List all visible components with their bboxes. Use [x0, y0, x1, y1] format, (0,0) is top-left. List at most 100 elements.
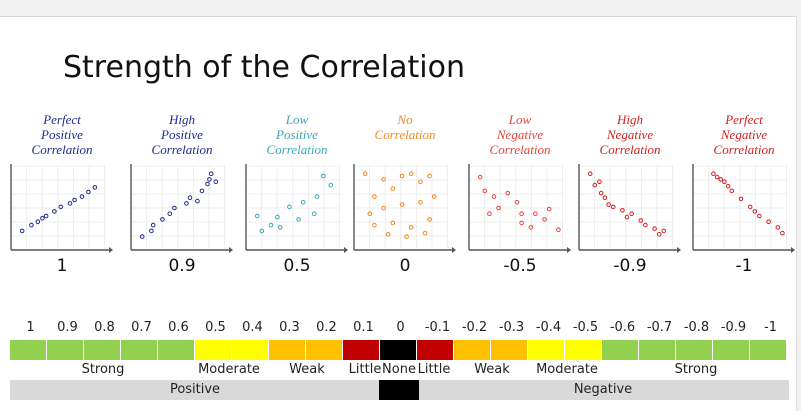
panel-perfect-negative: Perfect Negative Correlation -1: [687, 112, 801, 280]
data-point: [427, 173, 432, 179]
data-point: [314, 194, 320, 199]
data-point: [408, 171, 414, 176]
data-point: [35, 219, 41, 225]
scale-number: -0.2: [461, 320, 488, 335]
strength-label: Strong: [81, 362, 125, 377]
scale-number: -0.1: [424, 320, 451, 335]
scale-number: 0.3: [279, 320, 300, 335]
data-point: [19, 228, 25, 234]
data-point: [390, 186, 396, 191]
panel-high-positive: High Positive Correlation 0.9: [125, 112, 239, 280]
scale-number: 0: [396, 320, 405, 335]
scale-cell: [417, 340, 454, 360]
scale-cell: [232, 340, 269, 360]
scale-number: -0.4: [535, 320, 562, 335]
data-point: [43, 213, 49, 219]
data-point: [404, 234, 409, 239]
scale-cell: [380, 340, 417, 360]
data-point: [418, 200, 423, 205]
scale-cell: [454, 340, 491, 360]
scale-cell: [269, 340, 306, 360]
data-point: [287, 204, 292, 210]
data-point: [431, 194, 437, 199]
data-point: [390, 220, 396, 226]
data-point: [718, 177, 724, 182]
data-point: [72, 197, 77, 203]
window-top-bar: [0, 0, 801, 17]
data-point: [321, 173, 326, 179]
data-point: [277, 225, 283, 230]
data-point: [150, 222, 156, 228]
panel-label: Low Positive Correlation: [266, 112, 328, 157]
data-point: [714, 174, 720, 180]
data-point: [598, 190, 604, 196]
panel-value: -0.5: [503, 256, 537, 276]
data-point: [519, 220, 524, 226]
strength-label: Weak: [289, 362, 325, 377]
scatter-plot: [468, 164, 571, 253]
data-point: [67, 201, 73, 206]
strength-label: Little: [417, 362, 451, 377]
data-point: [79, 194, 85, 199]
panel-high-negative: High Negative Correlation -0.9: [573, 112, 687, 280]
data-point: [491, 194, 497, 199]
strength-label: None: [382, 362, 416, 377]
data-point: [268, 222, 274, 228]
strength-label: Weak: [474, 362, 510, 377]
data-point: [482, 188, 488, 194]
x-axis-arrow-icon: [791, 247, 795, 253]
data-point: [29, 222, 34, 228]
data-point: [408, 225, 414, 230]
panel-value: 0.9: [168, 256, 196, 276]
data-point: [58, 204, 64, 210]
data-point: [205, 181, 210, 187]
data-point: [747, 204, 753, 210]
scale-number: 0.1: [353, 320, 374, 335]
data-point: [629, 211, 634, 217]
data-point: [528, 225, 534, 230]
scale-cell: [10, 340, 47, 360]
x-axis-arrow-icon: [109, 247, 113, 253]
strength-label: Moderate: [198, 362, 260, 377]
data-point: [729, 188, 735, 194]
panel-label: Perfect Positive Correlation: [31, 112, 93, 157]
scale-cell: [565, 340, 602, 360]
scale-number: 0.9: [57, 320, 78, 335]
data-point: [275, 214, 280, 220]
data-point: [149, 228, 154, 234]
data-point: [711, 171, 716, 176]
panel-label: Low Negative Correlation: [489, 112, 551, 157]
scale-number: 0.8: [94, 320, 115, 335]
data-point: [372, 222, 377, 228]
data-point: [86, 189, 91, 195]
data-point: [602, 195, 608, 201]
scatter-plot: [353, 164, 456, 253]
data-point: [296, 217, 301, 222]
scale-number: -1: [764, 320, 777, 335]
data-point: [184, 201, 189, 206]
zero-band: [379, 380, 419, 400]
scale-number: -0.8: [683, 320, 710, 335]
scale-cell: [750, 340, 787, 360]
scale-cell: [491, 340, 528, 360]
data-point: [542, 217, 547, 222]
data-point: [477, 174, 483, 180]
data-point: [385, 232, 391, 237]
window-scrollbar[interactable]: [796, 16, 801, 411]
scatter-plot: [245, 164, 348, 253]
direction-bar: Positive Negative: [10, 380, 789, 400]
data-point: [592, 182, 598, 188]
data-point: [722, 179, 727, 185]
scale-number: -0.3: [498, 320, 525, 335]
scale-number: -0.9: [720, 320, 747, 335]
data-point: [620, 208, 625, 213]
data-point: [187, 195, 193, 201]
data-point: [207, 177, 212, 182]
scale-number: 0.4: [242, 320, 263, 335]
data-point: [766, 219, 771, 225]
data-point: [213, 179, 219, 185]
data-point: [775, 225, 781, 230]
page-title: Strength of the Correlation: [63, 50, 465, 85]
data-point: [92, 185, 98, 190]
scale-cell: [84, 340, 121, 360]
